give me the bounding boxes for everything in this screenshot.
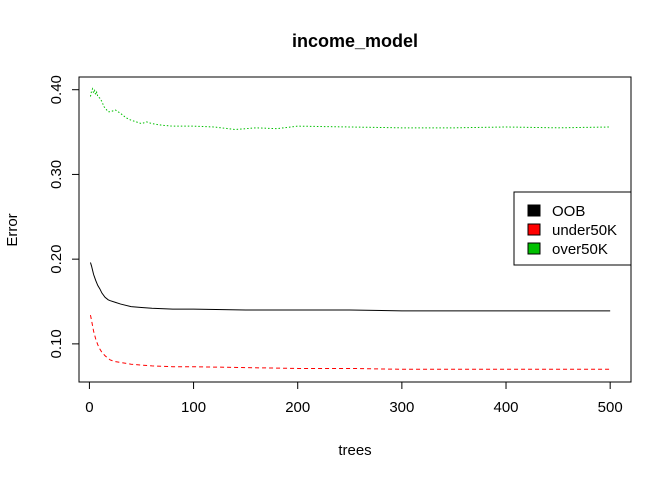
y-tick-label: 0.10 xyxy=(48,329,65,358)
legend-swatch xyxy=(527,242,541,255)
series-line-oob xyxy=(89,262,611,312)
legend-label: over50K xyxy=(552,241,608,258)
x-axis-title: trees xyxy=(338,442,371,459)
series-layer xyxy=(89,87,611,370)
y-axis: 0.10 0.20 0.30 0.40 xyxy=(48,75,80,358)
x-tick-label: 500 xyxy=(598,399,623,416)
series-line-under50k xyxy=(89,314,611,370)
x-tick-label: 200 xyxy=(285,399,310,416)
x-tick-label: 300 xyxy=(389,399,414,416)
y-tick-label: 0.20 xyxy=(48,245,65,274)
legend-label: under50K xyxy=(552,222,617,239)
x-tick-label: 100 xyxy=(181,399,206,416)
chart-title: income_model xyxy=(292,31,418,51)
legend-label: OOB xyxy=(552,203,585,220)
legend-swatch xyxy=(527,223,541,236)
y-axis-title: Error xyxy=(4,213,21,246)
legend: OOB under50K over50K xyxy=(513,191,632,266)
y-tick-label: 0.40 xyxy=(48,75,65,104)
legend-swatch xyxy=(527,204,541,217)
x-tick-label: 0 xyxy=(85,399,93,416)
y-tick-label: 0.30 xyxy=(48,160,65,189)
x-axis: 0 100 200 300 400 500 xyxy=(85,381,623,416)
series-line-over50k xyxy=(89,87,611,131)
x-tick-label: 400 xyxy=(494,399,519,416)
